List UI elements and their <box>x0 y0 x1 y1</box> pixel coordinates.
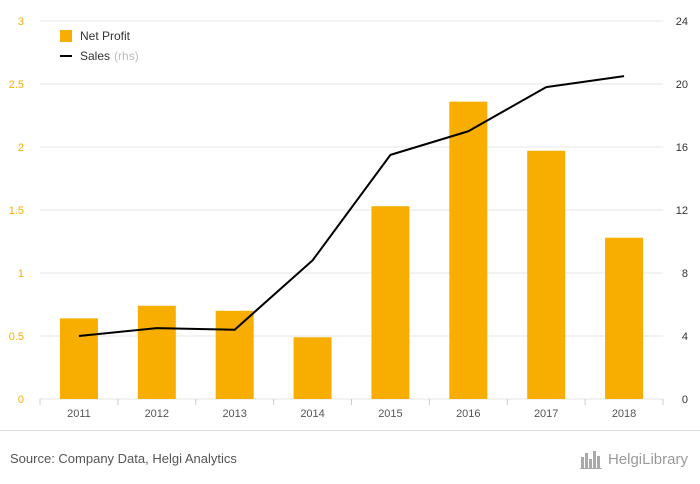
y-left-tick-label: 2 <box>18 142 24 154</box>
y-right-tick-label: 0 <box>682 394 688 406</box>
bar-net-profit <box>605 238 643 399</box>
bar-net-profit <box>527 151 565 399</box>
x-category-label: 2013 <box>222 408 246 420</box>
y-right-tick-label: 12 <box>676 205 688 217</box>
y-right-tick-label: 24 <box>676 16 688 28</box>
y-left-tick-label: 3 <box>18 16 24 28</box>
library-icon <box>580 449 604 469</box>
y-left-tick-label: 0.5 <box>9 331 24 343</box>
y-left-tick-label: 1.5 <box>9 205 24 217</box>
bar-net-profit <box>294 337 332 399</box>
helgi-library-logo: HelgiLibrary <box>580 448 688 470</box>
legend-label-sales: Sales <box>80 49 110 63</box>
legend-rhs-note: (rhs) <box>114 49 139 63</box>
x-category-label: 2015 <box>378 408 402 420</box>
y-right-tick-label: 8 <box>682 268 688 280</box>
legend-line-swatch <box>60 55 72 57</box>
source-text: Source: Company Data, Helgi Analytics <box>10 451 237 466</box>
bar-net-profit <box>371 206 409 399</box>
chart-footer: Source: Company Data, Helgi Analytics He… <box>0 430 700 484</box>
legend-item-net-profit: Net Profit <box>60 26 139 46</box>
x-category-label: 2012 <box>145 408 169 420</box>
bar-net-profit <box>138 306 176 399</box>
x-category-label: 2017 <box>534 408 558 420</box>
bar-net-profit <box>449 102 487 399</box>
legend-label-net-profit: Net Profit <box>80 29 130 43</box>
y-left-tick-label: 2.5 <box>9 79 24 91</box>
bar-net-profit <box>60 318 98 399</box>
bar-net-profit <box>216 311 254 399</box>
y-right-tick-label: 20 <box>676 79 688 91</box>
logo-text: HelgiLibrary <box>608 451 688 468</box>
y-left-tick-label: 1 <box>18 268 24 280</box>
chart-legend: Net Profit Sales (rhs) <box>60 26 139 66</box>
legend-bar-swatch <box>60 30 72 42</box>
x-category-label: 2016 <box>456 408 480 420</box>
x-category-label: 2014 <box>300 408 324 420</box>
x-category-label: 2011 <box>67 408 91 420</box>
legend-item-sales: Sales (rhs) <box>60 46 139 66</box>
y-right-tick-label: 4 <box>682 331 688 343</box>
x-category-label: 2018 <box>612 408 636 420</box>
y-right-tick-label: 16 <box>676 142 688 154</box>
y-left-tick-label: 0 <box>18 394 24 406</box>
